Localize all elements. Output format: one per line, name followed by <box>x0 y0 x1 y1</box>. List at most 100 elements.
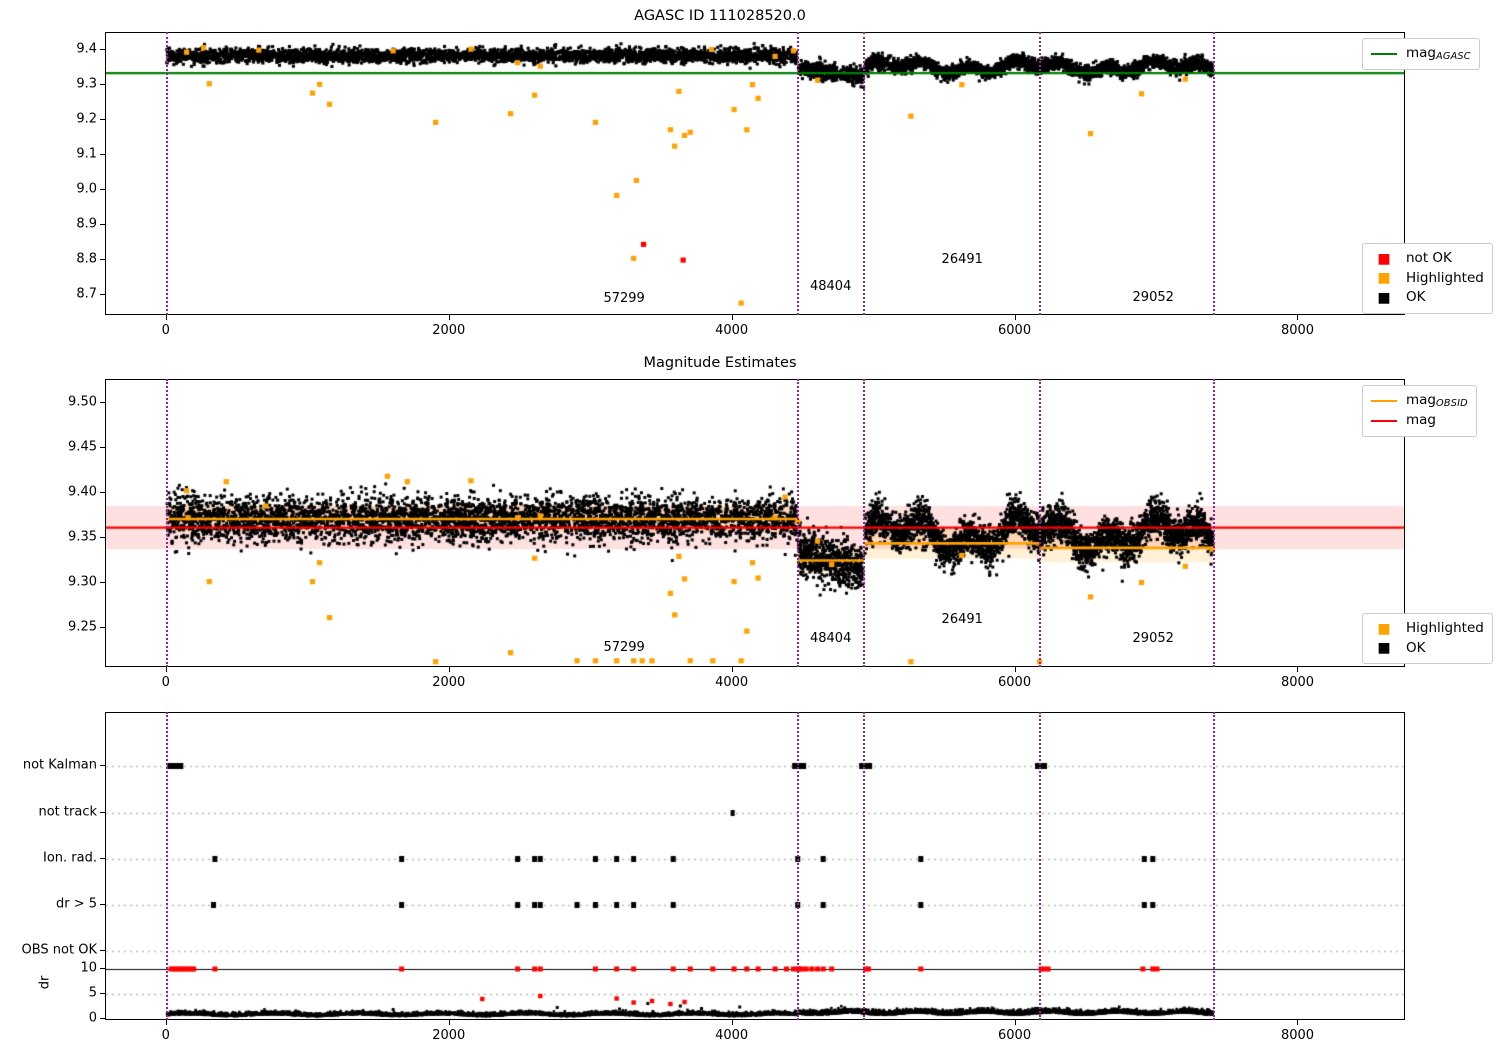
legend-dot-swatch: ■ <box>1377 640 1391 657</box>
flag-label-not-kalman: not Kalman <box>22 757 97 773</box>
y-tick-label: 9.4 <box>76 41 97 57</box>
y-tick-label: 9.3 <box>76 76 97 92</box>
y-tick-mark <box>100 950 105 951</box>
legend-item-mag: mag <box>1371 411 1468 431</box>
legend-label: Highlighted <box>1406 269 1484 286</box>
y-tick-label: 9.2 <box>76 111 97 127</box>
y-tick-label: 9.0 <box>76 181 97 197</box>
obsid-label: 57299 <box>603 639 645 655</box>
x-tick-label: 4000 <box>715 675 749 690</box>
legend-item-ok: ■ OK <box>1371 639 1484 659</box>
x-tick-label: 0 <box>161 323 170 338</box>
y-tick-label: 8.7 <box>76 286 97 302</box>
legend-dot-swatch: ■ <box>1377 289 1391 306</box>
y-tick-mark <box>100 401 105 403</box>
x-tick-label: 2000 <box>432 675 466 690</box>
panel1-legend-bottom[interactable]: ■ not OK ■ Highlighted ■ OK <box>1362 243 1493 314</box>
y-tick-mark <box>100 49 105 51</box>
y-tick-label: 8.9 <box>76 216 97 232</box>
obsid-divider <box>796 32 799 315</box>
x-tick-mark <box>1297 315 1299 320</box>
dr-tick-label: 10 <box>80 960 97 976</box>
obsid-label: 57299 <box>603 291 645 307</box>
x-tick-label: 4000 <box>715 1028 749 1043</box>
x-tick-mark <box>731 667 733 672</box>
legend-item-mag-obsid: magOBSID <box>1371 391 1468 411</box>
y-tick-label: 9.45 <box>68 439 97 454</box>
panel2-legend-bottom[interactable]: ■ Highlighted ■ OK <box>1362 613 1493 665</box>
y-tick-mark <box>100 536 105 538</box>
obsid-divider <box>796 712 799 1020</box>
legend-line-swatch <box>1371 419 1397 422</box>
x-tick-mark <box>1297 1020 1299 1025</box>
legend-item-ok: ■ OK <box>1371 288 1484 308</box>
x-tick-mark <box>1014 315 1016 320</box>
y-tick-mark <box>100 968 105 969</box>
y-tick-mark <box>100 259 105 261</box>
panel1-title: AGASC ID 111028520.0 <box>634 8 806 24</box>
x-tick-mark <box>1014 1020 1016 1025</box>
x-tick-label: 8000 <box>1280 675 1315 690</box>
obsid-divider <box>863 712 866 1020</box>
x-tick-label: 0 <box>161 1028 170 1043</box>
legend-item-highlighted: ■ Highlighted <box>1371 269 1484 289</box>
legend-label: not OK <box>1406 250 1452 266</box>
x-tick-label: 6000 <box>998 675 1032 690</box>
legend-line-swatch <box>1371 400 1397 403</box>
y-tick-mark <box>100 626 105 628</box>
y-tick-label: 9.30 <box>68 574 97 589</box>
y-tick-mark <box>100 294 105 296</box>
x-tick-label: 2000 <box>432 1028 466 1043</box>
obsid-divider <box>165 379 168 667</box>
y-tick-mark <box>100 491 105 493</box>
y-tick-mark <box>100 904 105 905</box>
y-tick-mark <box>100 84 105 86</box>
x-tick-label: 8000 <box>1280 323 1315 338</box>
obsid-label: 29052 <box>1132 630 1174 646</box>
panel2-axes <box>105 379 1405 667</box>
y-tick-label: 9.35 <box>68 529 97 544</box>
obsid-label: 29052 <box>1132 289 1174 305</box>
obsid-divider <box>863 32 866 315</box>
y-tick-label: 8.8 <box>76 251 97 267</box>
obsid-label: 48404 <box>809 631 852 647</box>
obsid-divider <box>1038 712 1041 1020</box>
dr-tick-label: 5 <box>88 985 97 1001</box>
y-tick-mark <box>100 119 105 121</box>
obsid-label: 48404 <box>809 278 852 294</box>
x-tick-label: 2000 <box>432 323 466 338</box>
obsid-divider <box>863 379 866 667</box>
legend-label: OK <box>1406 639 1426 656</box>
x-tick-label: 6000 <box>998 1028 1032 1043</box>
panel2-legend-top[interactable]: magOBSID mag <box>1362 385 1477 437</box>
y-tick-mark <box>100 1018 105 1019</box>
dr-axis-label: dr <box>37 975 53 990</box>
legend-label: OK <box>1406 289 1426 306</box>
y-tick-label: 9.50 <box>68 394 97 409</box>
legend-dot-swatch: ■ <box>1377 250 1391 267</box>
panel2-title: Magnitude Estimates <box>643 355 797 371</box>
x-tick-label: 6000 <box>998 323 1032 338</box>
obsid-divider <box>1038 379 1041 667</box>
legend-item-highlighted: ■ Highlighted <box>1371 619 1483 639</box>
panel1-legend-top[interactable]: magAGASC <box>1362 38 1480 71</box>
x-tick-mark <box>165 315 167 320</box>
obsid-divider <box>165 712 168 1020</box>
obsid-label: 26491 <box>941 251 983 267</box>
x-tick-mark <box>448 667 450 672</box>
x-tick-mark <box>731 1020 733 1025</box>
x-tick-mark <box>448 1020 450 1025</box>
y-tick-mark <box>100 812 105 813</box>
legend-item-not-ok: ■ not OK <box>1371 249 1484 269</box>
y-tick-mark <box>100 581 105 583</box>
legend-dot-swatch: ■ <box>1377 620 1391 637</box>
x-tick-label: 8000 <box>1280 1028 1315 1043</box>
panel1-axes <box>105 32 1405 315</box>
obsid-divider <box>1038 32 1041 315</box>
x-tick-label: 4000 <box>715 323 749 338</box>
panel3-axes <box>105 712 1405 1020</box>
x-tick-label: 0 <box>161 675 170 690</box>
obsid-divider <box>1212 32 1215 315</box>
obsid-divider <box>1212 379 1215 667</box>
